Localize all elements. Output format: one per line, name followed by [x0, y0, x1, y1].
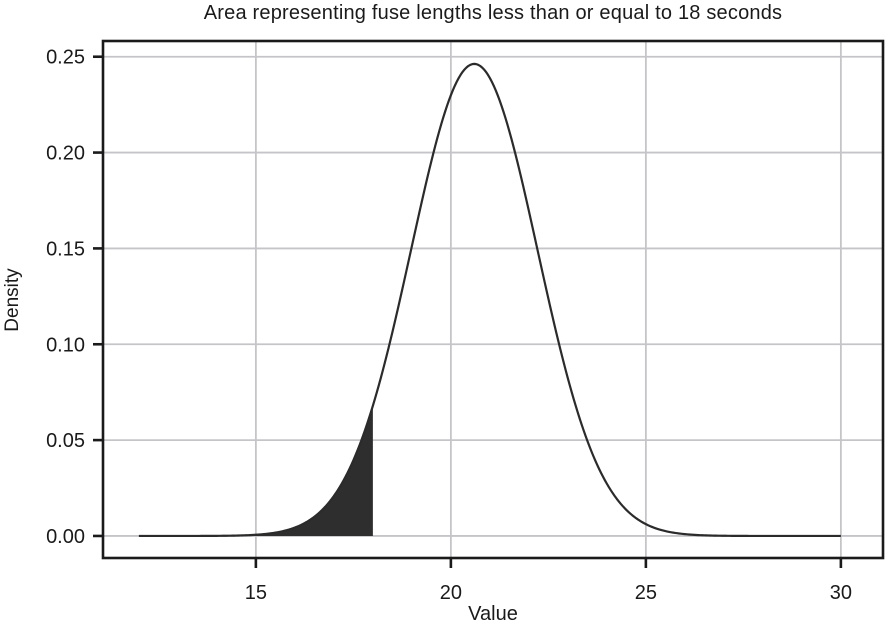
chart-title: Area representing fuse lengths less than… — [203, 2, 783, 24]
y-tick-label: 0.10 — [46, 334, 85, 356]
plot-frame — [101, 39, 885, 560]
y-tick-label: 0.15 — [46, 238, 85, 260]
x-tick-label: 20 — [440, 582, 462, 604]
x-tick-label: 30 — [830, 582, 852, 604]
x-axis: 15 20 25 30 — [245, 558, 852, 604]
x-tick-label: 15 — [245, 582, 267, 604]
shaded-area — [138, 405, 373, 536]
y-tick-label: 0.25 — [46, 47, 85, 69]
x-tick-label: 25 — [635, 582, 657, 604]
x-axis-label: Value — [468, 603, 518, 625]
y-tick-label: 0.00 — [46, 526, 85, 548]
y-tick-label: 0.20 — [46, 143, 85, 165]
gridlines — [103, 41, 883, 558]
y-axis: 0.00 0.05 0.10 0.15 0.20 0.25 — [46, 47, 103, 548]
density-curve — [138, 62, 841, 538]
y-tick-label: 0.05 — [46, 430, 85, 452]
